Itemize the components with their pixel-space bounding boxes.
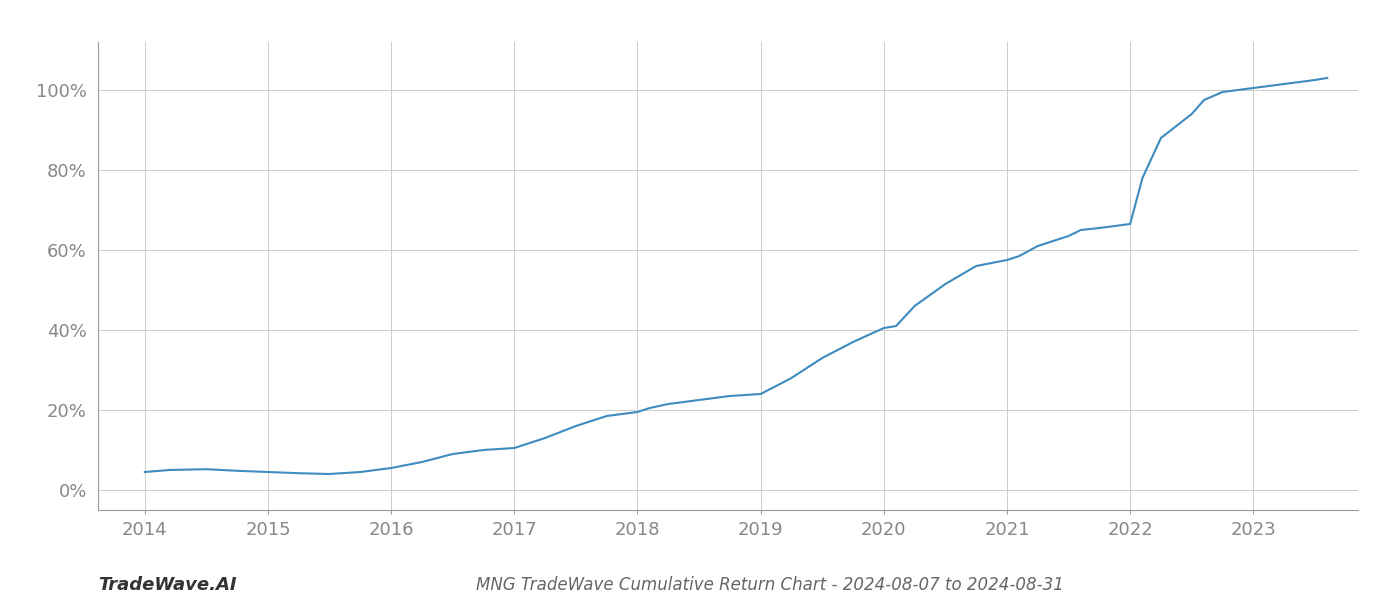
Text: MNG TradeWave Cumulative Return Chart - 2024-08-07 to 2024-08-31: MNG TradeWave Cumulative Return Chart - … — [476, 576, 1064, 594]
Text: TradeWave.AI: TradeWave.AI — [98, 576, 237, 594]
